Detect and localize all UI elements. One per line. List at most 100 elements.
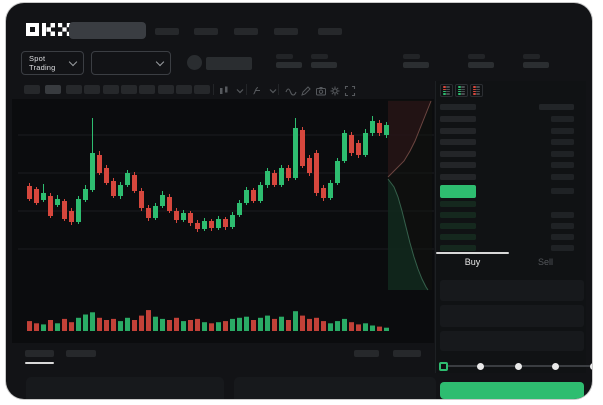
- ask-price-placeholder[interactable]: [440, 151, 476, 157]
- volume-bar: [34, 323, 39, 331]
- candle-body: [293, 128, 298, 178]
- bottom-panel-right[interactable]: [234, 377, 436, 399]
- timeframe-button[interactable]: [139, 85, 155, 94]
- bottom-tab[interactable]: [66, 350, 96, 357]
- draw-tool-icon[interactable]: [300, 85, 312, 97]
- nav-item-placeholder[interactable]: [234, 28, 258, 35]
- volume-bar: [244, 316, 249, 331]
- stat-label-placeholder: [468, 54, 485, 59]
- slider-step-dot[interactable]: [589, 362, 592, 370]
- slider-step-dot[interactable]: [552, 362, 559, 370]
- ask-price-placeholder[interactable]: [440, 174, 476, 180]
- chevron-down-icon[interactable]: [234, 85, 246, 97]
- volume-bar: [321, 321, 326, 331]
- search-input[interactable]: [69, 22, 146, 39]
- ask-price-placeholder[interactable]: [440, 116, 476, 122]
- settings-icon[interactable]: [329, 85, 341, 97]
- bid-price-placeholder[interactable]: [440, 212, 476, 218]
- timeframe-button[interactable]: [45, 85, 61, 94]
- nav-item-placeholder[interactable]: [318, 28, 342, 35]
- buy-button[interactable]: [440, 382, 584, 399]
- timeframe-button[interactable]: [176, 85, 192, 94]
- candle-body: [265, 171, 270, 185]
- book-bids-icon[interactable]: [455, 84, 468, 97]
- line-tool-icon[interactable]: [285, 85, 297, 97]
- order-input-field[interactable]: [440, 331, 584, 351]
- depth-asks-line: [387, 100, 432, 178]
- interval-selector-icon[interactable]: [218, 85, 230, 97]
- bid-price-placeholder[interactable]: [440, 245, 476, 251]
- timeframe-button[interactable]: [66, 85, 82, 94]
- ask-price-placeholder[interactable]: [440, 162, 476, 168]
- candle-body: [146, 208, 151, 218]
- volume-bar: [223, 321, 228, 331]
- app-window: Spot Trading Buy Sell: [6, 3, 592, 399]
- candle-body: [41, 193, 46, 200]
- candlestick-chart[interactable]: [18, 99, 434, 339]
- candle-body: [195, 223, 200, 229]
- toolbar-divider: [213, 84, 214, 95]
- order-input-field[interactable]: [440, 305, 584, 327]
- candle-body: [223, 219, 228, 227]
- bid-price-placeholder[interactable]: [440, 201, 476, 207]
- volume-bar: [160, 318, 165, 331]
- candle-body: [230, 215, 235, 227]
- tab-buy[interactable]: Buy: [464, 257, 481, 267]
- timeframe-button[interactable]: [194, 85, 210, 94]
- volume-bar: [307, 318, 312, 331]
- candle-body: [34, 189, 39, 203]
- candle-body: [111, 181, 116, 196]
- volume-bar: [55, 323, 60, 331]
- bottom-tab[interactable]: [25, 350, 54, 357]
- slider-handle[interactable]: [438, 361, 448, 371]
- ask-price-placeholder[interactable]: [440, 128, 476, 134]
- nav-item-placeholder[interactable]: [155, 28, 179, 35]
- volume-bar: [230, 318, 235, 331]
- depth-asks-area: [388, 101, 431, 177]
- candle-body: [321, 188, 326, 198]
- candle-body: [174, 211, 179, 220]
- fullscreen-icon[interactable]: [344, 85, 356, 97]
- bottom-panel-left[interactable]: [26, 377, 224, 399]
- tab-sell[interactable]: Sell: [537, 257, 553, 267]
- candle-body: [314, 153, 319, 193]
- volume-bar: [384, 327, 389, 331]
- pair-selector-dropdown[interactable]: [91, 51, 171, 75]
- candle-body: [83, 189, 88, 200]
- ob-header-amount: [539, 104, 574, 110]
- order-input-field[interactable]: [440, 280, 584, 301]
- book-both-icon[interactable]: [440, 84, 453, 97]
- nav-item-placeholder[interactable]: [194, 28, 218, 35]
- candle-body: [363, 133, 368, 155]
- timeframe-button[interactable]: [84, 85, 100, 94]
- stat-value-placeholder: [523, 62, 549, 68]
- timeframe-button[interactable]: [121, 85, 137, 94]
- timeframe-button[interactable]: [158, 85, 174, 94]
- nav-item-placeholder[interactable]: [274, 28, 298, 35]
- candle-body: [188, 213, 193, 223]
- indicator-selector-icon[interactable]: [252, 85, 264, 97]
- candle-body: [132, 175, 137, 191]
- volume-bar: [146, 310, 151, 331]
- bid-price-placeholder[interactable]: [440, 234, 476, 240]
- timeframe-button[interactable]: [24, 85, 40, 94]
- slider-step-dot[interactable]: [514, 362, 522, 370]
- bottom-bar-action[interactable]: [393, 350, 421, 357]
- ask-amount-placeholder: [551, 151, 574, 157]
- last-price-badge[interactable]: [440, 185, 476, 198]
- timeframe-button[interactable]: [103, 85, 119, 94]
- candle-body: [356, 143, 361, 155]
- ask-price-placeholder[interactable]: [440, 139, 476, 145]
- slider-step-dot[interactable]: [477, 362, 484, 370]
- market-type-dropdown[interactable]: Spot Trading: [21, 51, 84, 75]
- chevron-down-icon[interactable]: [267, 85, 279, 97]
- candle-body: [258, 185, 263, 201]
- bottom-bar-action[interactable]: [354, 350, 379, 357]
- camera-icon[interactable]: [315, 85, 327, 97]
- book-asks-icon[interactable]: [470, 84, 483, 97]
- bid-price-placeholder[interactable]: [440, 223, 476, 229]
- coin-icon: [187, 55, 202, 70]
- volume-bar: [300, 315, 305, 331]
- bid-amount-placeholder: [551, 223, 574, 229]
- volume-bar: [363, 323, 368, 331]
